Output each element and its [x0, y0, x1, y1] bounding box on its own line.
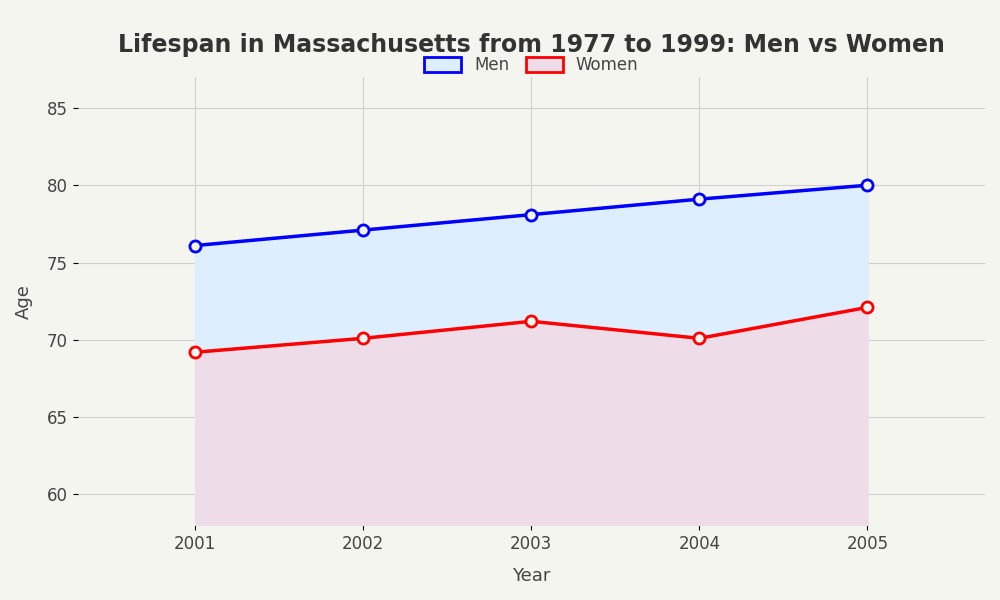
X-axis label: Year: Year	[512, 567, 550, 585]
Title: Lifespan in Massachusetts from 1977 to 1999: Men vs Women: Lifespan in Massachusetts from 1977 to 1…	[118, 33, 945, 57]
Y-axis label: Age: Age	[15, 284, 33, 319]
Legend: Men, Women: Men, Women	[417, 49, 645, 81]
